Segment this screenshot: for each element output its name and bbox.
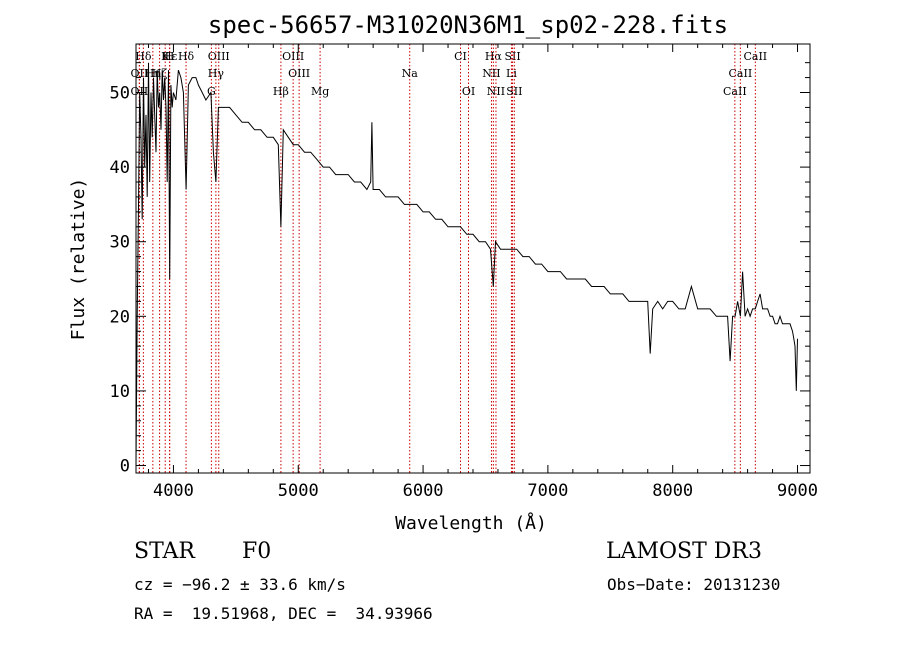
spectral-line-label: CaII	[743, 50, 767, 63]
spectral-line-label: CI	[454, 50, 467, 63]
spectral-line-label: CaII	[729, 67, 753, 80]
x-tick-label: 4000	[153, 481, 194, 501]
spectral-line-label: Mg	[311, 85, 329, 98]
observation-date: Obs−Date: 20131230	[607, 575, 781, 594]
spectral-line-label: Hβ	[273, 85, 289, 98]
x-tick-label: 9000	[777, 481, 818, 501]
y-tick-label: 30	[110, 233, 130, 253]
spectral-line-label: Hγ	[208, 67, 225, 80]
x-axis-label: Wavelength (Å)	[395, 512, 547, 534]
spectral-line-label: H	[165, 50, 175, 63]
spectral-line-label: SII	[504, 50, 520, 63]
x-tick-label: 6000	[403, 481, 444, 501]
y-axis-label: Flux (relative)	[68, 178, 89, 341]
spectral-line-label: Hζ	[152, 67, 168, 80]
spectral-line-label: Na	[402, 67, 419, 80]
redshift-cz: cz = −96.2 ± 33.6 km/s	[134, 575, 346, 594]
spectral-line-label: Hδ	[135, 50, 152, 63]
spectral-line-label: NII	[487, 85, 505, 98]
subclass: F0	[242, 539, 272, 564]
y-tick-label: 40	[110, 158, 130, 178]
spectral-line-label: Li	[506, 67, 517, 80]
spectrum-line	[135, 62, 798, 466]
spectral-line-label: OIII	[288, 67, 310, 80]
x-tick-label: 5000	[278, 481, 319, 501]
spectral-line-label: G	[207, 85, 216, 98]
spectral-line-label: K	[161, 50, 170, 63]
y-tick-label: 0	[120, 457, 130, 477]
y-tick-label: 20	[110, 307, 130, 327]
object-class: STAR	[134, 539, 195, 564]
spectral-line-label: OIII	[208, 50, 230, 63]
spectral-line-label: CaII	[723, 85, 747, 98]
x-tick-label: 8000	[652, 481, 693, 501]
coordinates: RA = 19.51968, DEC = 34.93966	[134, 604, 433, 623]
spectral-line-label: Hε	[162, 50, 178, 63]
chart-title: spec-56657-M31020N36M1_sp02-228.fits	[208, 11, 728, 39]
spectral-line-label: Hδ	[178, 50, 195, 63]
spectral-line-label: OI	[462, 85, 475, 98]
y-tick-label: 50	[110, 83, 130, 103]
survey-name: LAMOST DR3	[606, 539, 762, 564]
y-tick-label: 10	[110, 382, 130, 402]
spectral-line-label: NII	[482, 67, 500, 80]
x-tick-label: 7000	[527, 481, 568, 501]
axis-ticks: 4000 5000 6000 7000 8000 9000 0 10 20 30 40 50	[110, 44, 818, 501]
plot-frame	[135, 43, 811, 474]
spectral-line-label: SII	[506, 85, 522, 98]
spectral-line-label: Hα	[485, 50, 503, 63]
spectral-line-label: OIII	[282, 50, 304, 63]
